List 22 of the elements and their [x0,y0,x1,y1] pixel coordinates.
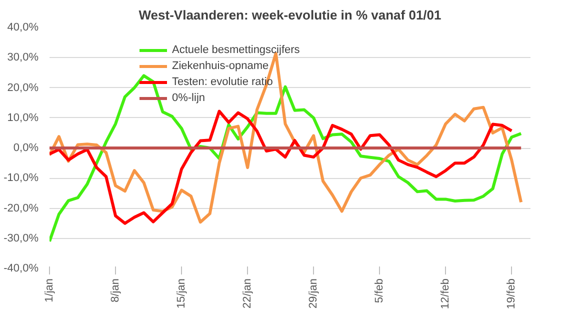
y-tick-label: -40,0% [4,262,39,274]
y-tick-label: 0,0% [13,142,39,154]
y-tick-label: -20,0% [4,202,39,214]
x-tick-label: 19/feb [506,278,518,310]
chart-title: West-Vlaanderen: week-evolutie in % vanaf 01/01 [138,8,442,22]
line-series [50,110,514,225]
y-tick-label: 10,0% [7,112,39,124]
x-tick-label: 8/jan [110,278,122,302]
x-tick-label: 1/jan [44,278,56,302]
legend-label: Ziekenhuis-opname [172,59,269,73]
y-tick-label: -30,0% [4,232,39,244]
legend-label: 0%-lijn [172,91,206,105]
y-tick-label: 20,0% [7,82,39,94]
x-tick-label: 29/jan [308,278,320,308]
x-tick-label: 15/jan [176,278,188,308]
y-tick-label: 40,0% [7,22,39,34]
legend-label: Actuele besmettingscijfers [172,43,300,57]
x-tick-label: 5/feb [374,278,386,303]
x-tick-label: 12/feb [440,278,452,310]
y-tick-label: -10,0% [4,172,39,184]
x-tick-label: 22/jan [242,278,254,308]
y-tick-label: 30,0% [7,52,39,64]
